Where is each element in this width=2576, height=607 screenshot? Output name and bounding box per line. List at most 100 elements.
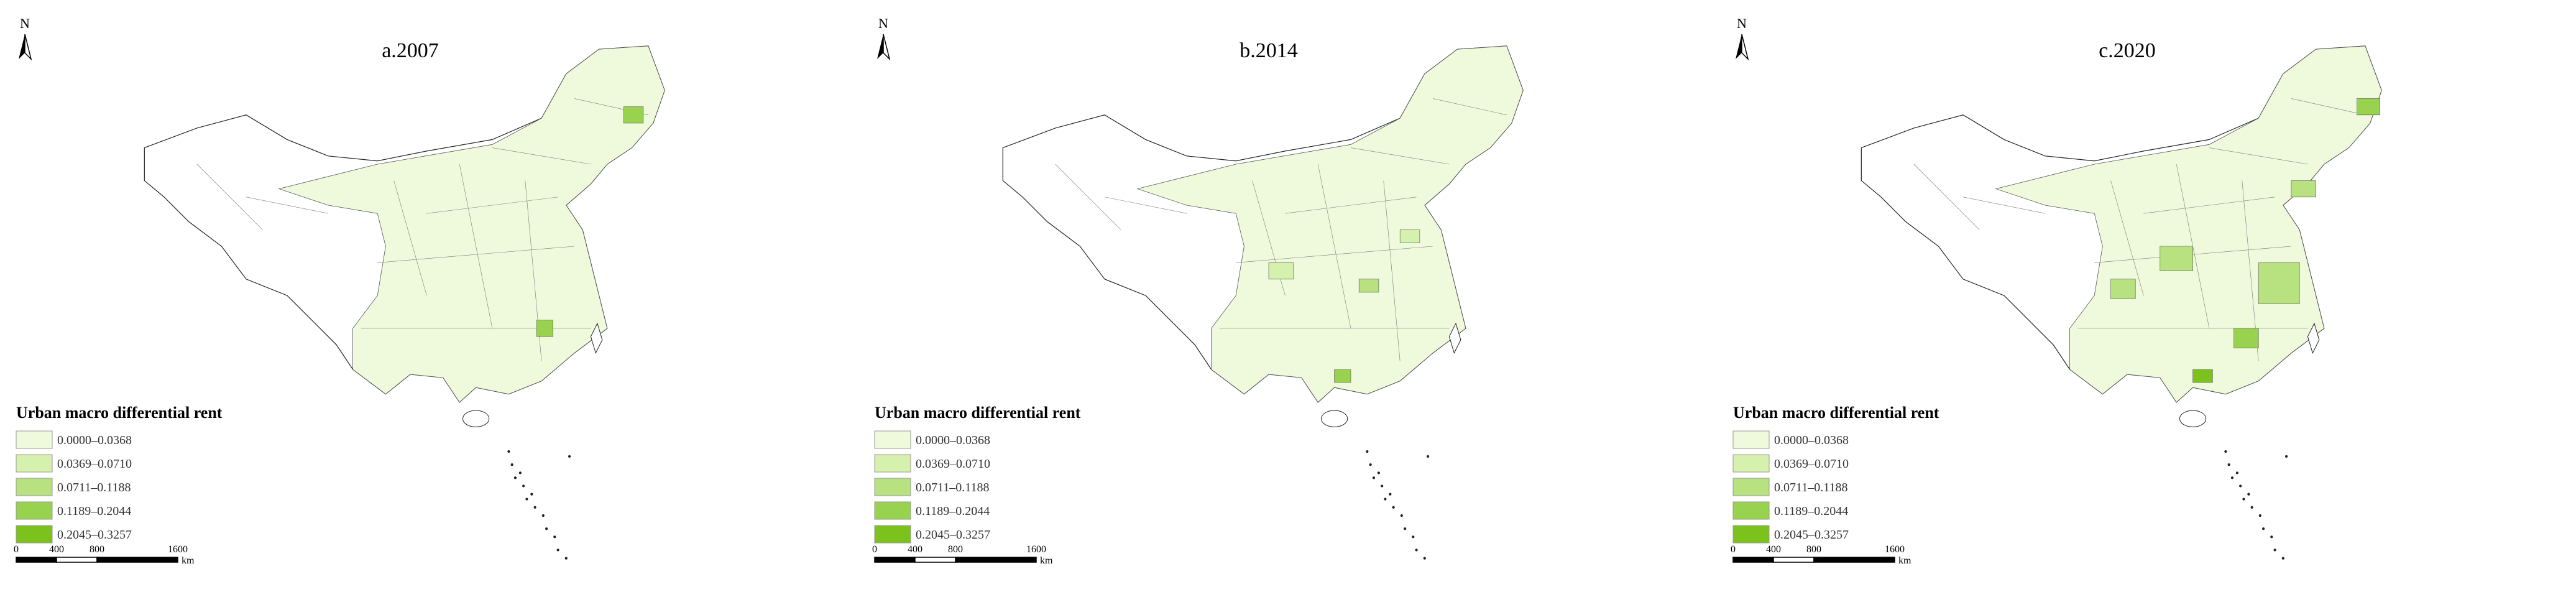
scale-segment xyxy=(1813,557,1895,563)
island xyxy=(2284,455,2288,458)
island xyxy=(1426,455,1430,458)
island xyxy=(1369,463,1372,466)
island xyxy=(1384,498,1387,501)
island xyxy=(556,549,559,552)
legend-label: 0.2045–0.3257 xyxy=(916,528,990,542)
legend-swatch xyxy=(874,525,911,544)
legend-swatch xyxy=(874,501,911,520)
legend-label: 0.0369–0.0710 xyxy=(57,457,132,471)
scale-segment xyxy=(914,557,956,563)
island xyxy=(2239,484,2242,488)
rent-patch xyxy=(536,320,553,336)
legend-label: 0.0711–0.1188 xyxy=(916,481,990,494)
north-label: N xyxy=(20,16,30,31)
island xyxy=(518,471,522,475)
legend-swatch xyxy=(1732,478,1770,496)
scale-unit: km xyxy=(182,555,195,566)
legend-label: 0.0369–0.0710 xyxy=(916,457,990,471)
scale-label: 0 xyxy=(1731,544,1736,555)
island xyxy=(541,514,545,517)
island xyxy=(2258,514,2261,517)
taiwan xyxy=(1449,323,1460,353)
island xyxy=(2250,506,2253,509)
island xyxy=(2227,463,2230,466)
north-arrow xyxy=(877,34,883,59)
island xyxy=(533,506,536,509)
island xyxy=(545,527,548,531)
legend-label: 0.1189–0.2044 xyxy=(57,504,131,518)
scale-segment xyxy=(874,557,916,563)
panel: Nc.2020 Urban macro differential rent 0.00… xyxy=(1731,16,2381,566)
map xyxy=(1861,46,2381,560)
island xyxy=(1381,484,1384,488)
panel: Nb.2014 Urban macro differential rent 0.00… xyxy=(872,16,1523,566)
island xyxy=(1366,450,1369,453)
legend-label: 0.0000–0.0368 xyxy=(1774,433,1849,447)
island xyxy=(513,476,517,480)
scale-label: 0 xyxy=(872,544,877,555)
island xyxy=(522,484,525,488)
legend-label: 0.1189–0.2044 xyxy=(916,504,990,518)
scale-unit: km xyxy=(1898,555,1911,566)
legend-label: 0.2045–0.3257 xyxy=(1774,528,1849,542)
legend-swatch xyxy=(1732,501,1770,520)
island xyxy=(2242,498,2245,501)
rent-patch xyxy=(1400,230,1420,243)
scale-label: 1600 xyxy=(168,544,188,555)
rent-patch xyxy=(2234,328,2259,348)
hainan xyxy=(2179,410,2206,427)
rent-patch xyxy=(2193,369,2213,382)
legend-swatch xyxy=(1732,430,1770,449)
legend-swatch xyxy=(16,525,53,544)
island xyxy=(1392,506,1395,509)
island xyxy=(1412,535,1415,539)
rent-region xyxy=(279,46,665,402)
scale-label: 1600 xyxy=(1885,544,1905,555)
island xyxy=(564,557,568,560)
boundaries xyxy=(1056,98,1507,361)
island xyxy=(1400,514,1403,517)
taiwan xyxy=(591,323,602,353)
island xyxy=(2270,535,2273,539)
map xyxy=(144,46,665,560)
island xyxy=(530,493,533,496)
legend-swatch xyxy=(16,430,53,449)
island xyxy=(1404,527,1407,531)
rent-patch xyxy=(1269,262,1294,279)
scale-label: 400 xyxy=(1766,544,1781,555)
north-label: N xyxy=(1737,16,1747,31)
north-arrow xyxy=(24,34,32,61)
scale-label: 800 xyxy=(90,544,104,555)
legend-label: 0.1189–0.2044 xyxy=(1774,504,1848,518)
legend-label: 0.0711–0.1188 xyxy=(57,481,131,494)
scale-label: 400 xyxy=(49,544,64,555)
boundaries xyxy=(197,98,648,361)
island xyxy=(525,498,528,501)
island xyxy=(507,450,510,453)
island xyxy=(2273,549,2276,552)
scale-segment xyxy=(16,557,57,563)
panel-title: a.2007 xyxy=(382,39,439,62)
panel-title: c.2020 xyxy=(2099,39,2156,62)
legend-swatch xyxy=(16,454,53,473)
legend-title: Urban macro differential rent xyxy=(1733,404,1939,422)
island xyxy=(2230,476,2234,480)
hainan xyxy=(1321,410,1347,427)
rent-patch xyxy=(2160,246,2193,271)
panel-title: b.2014 xyxy=(1240,39,1298,62)
legend-title: Urban macro differential rent xyxy=(16,404,223,422)
rent-patch xyxy=(1359,279,1379,292)
rent-patch xyxy=(1335,369,1351,382)
panel: Na.2007 Urban macro differential rent 0.00… xyxy=(14,16,665,566)
north-arrow xyxy=(1741,34,1749,61)
rent-patch xyxy=(623,107,643,123)
legend-swatch xyxy=(874,478,911,496)
scale-label: 400 xyxy=(908,544,922,555)
scale-segment xyxy=(955,557,1037,563)
rent-patch xyxy=(2357,98,2380,114)
scale-segment xyxy=(1773,557,1815,563)
legend-label: 0.0000–0.0368 xyxy=(916,433,990,447)
scale-label: 1600 xyxy=(1026,544,1046,555)
island xyxy=(1423,557,1426,560)
